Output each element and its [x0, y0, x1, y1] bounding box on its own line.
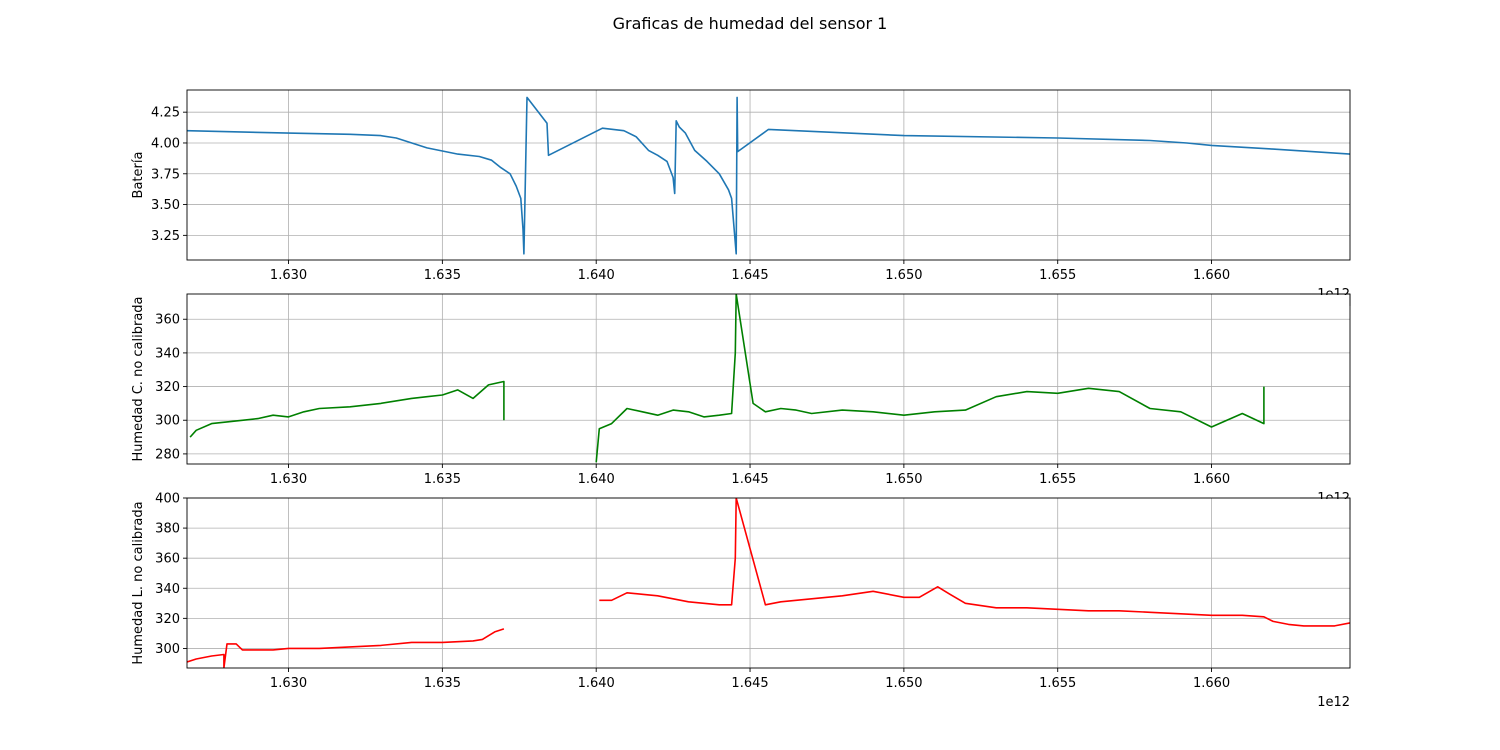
y-tick-label: 3.25 — [151, 229, 180, 244]
figure-title: Graficas de humedad del sensor 1 — [613, 14, 888, 33]
x-tick-label: 1.645 — [731, 676, 768, 691]
x-tick-label: 1.655 — [1039, 676, 1076, 691]
y-axis-title: Humedad C. no calibrada — [131, 296, 146, 461]
x-tick-label: 1.655 — [1039, 472, 1076, 487]
x-tick-label: 1.635 — [424, 268, 461, 283]
y-tick-label: 360 — [155, 313, 180, 328]
x-tick-label: 1.650 — [885, 472, 922, 487]
x-tick-label: 1.630 — [270, 676, 307, 691]
x-tick-label: 1.640 — [578, 676, 615, 691]
axes-frame — [186, 497, 1351, 669]
x-tick-label: 1.660 — [1193, 472, 1230, 487]
series-line-humedad-l-0 — [187, 628, 505, 668]
series-line-humedad-l-1 — [599, 498, 1350, 627]
y-tick-label: 380 — [155, 522, 180, 537]
x-tick-label: 1.645 — [731, 472, 768, 487]
series-line-bateria-0 — [187, 96, 1350, 255]
x-tick-label: 1.655 — [1039, 268, 1076, 283]
x-tick-label: 1.660 — [1193, 676, 1230, 691]
y-tick-label: 4.25 — [151, 106, 180, 121]
x-tick-label: 1.645 — [731, 268, 768, 283]
y-tick-label: 340 — [155, 346, 180, 361]
y-tick-label: 340 — [155, 582, 180, 597]
y-tick-label: 4.00 — [151, 136, 180, 151]
x-tick-label: 1.635 — [424, 472, 461, 487]
y-tick-label: 3.50 — [151, 198, 180, 213]
y-tick-label: 320 — [155, 612, 180, 627]
offset-label-cover — [1300, 295, 1349, 305]
panel-humedad-l: 1.630 1.635 1.640 1.645 1.650 1.655 1.660 300 32… — [131, 492, 1351, 710]
y-tick-label: 3.75 — [151, 167, 180, 182]
axes-frame — [186, 293, 1351, 465]
x-tick-label: 1.630 — [270, 472, 307, 487]
offset-label-cover — [1300, 499, 1349, 509]
panel-bateria: 1.630 1.635 1.640 1.645 1.650 1.655 1.660 3.25 3… — [131, 89, 1351, 302]
y-tick-label: 320 — [155, 380, 180, 395]
x-tick-label: 1.650 — [885, 268, 922, 283]
series-line-humedad-c-1 — [595, 294, 1265, 463]
x-tick-label: 1.640 — [578, 472, 615, 487]
x-tick-label: 1.640 — [578, 268, 615, 283]
y-axis-title: Humedad L. no calibrada — [131, 501, 146, 664]
y-tick-label: 280 — [155, 447, 180, 462]
x-tick-label: 1.650 — [885, 676, 922, 691]
y-tick-label: 360 — [155, 552, 180, 567]
y-axis-title: Batería — [131, 152, 146, 199]
y-tick-label: 300 — [155, 642, 180, 657]
x-tick-label: 1.630 — [270, 268, 307, 283]
x-offset-label: 1e12 — [1317, 695, 1350, 710]
series-line-humedad-c-0 — [189, 380, 505, 438]
y-tick-label: 300 — [155, 414, 180, 429]
panel-humedad-c: 1.630 1.635 1.640 1.645 1.650 1.655 1.660 280 30… — [131, 293, 1351, 506]
axes-frame — [186, 89, 1351, 261]
x-tick-label: 1.660 — [1193, 268, 1230, 283]
x-tick-label: 1.635 — [424, 676, 461, 691]
y-tick-label: 400 — [155, 492, 180, 507]
